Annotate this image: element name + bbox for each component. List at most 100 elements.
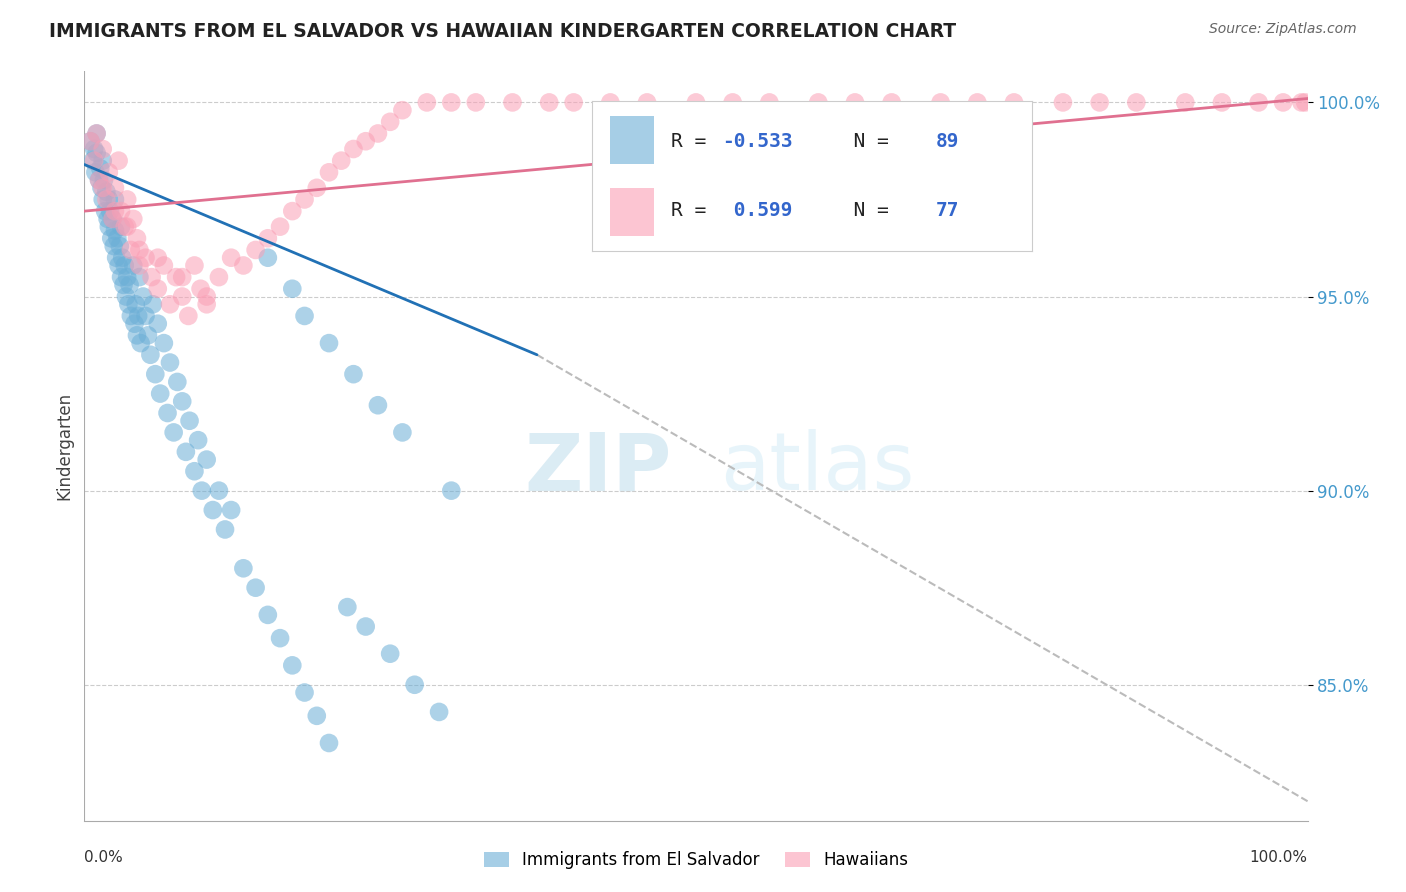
Point — [110, 204, 132, 219]
Point — [122, 211, 145, 226]
Point — [146, 282, 169, 296]
Point — [104, 223, 127, 237]
Point — [219, 251, 242, 265]
Point — [112, 277, 135, 292]
Point — [128, 270, 150, 285]
Point — [135, 251, 157, 265]
Point — [97, 219, 120, 234]
Point — [83, 142, 105, 156]
Point — [105, 251, 128, 265]
Point — [91, 181, 114, 195]
Point — [128, 259, 150, 273]
Point — [195, 297, 218, 311]
Point — [330, 153, 353, 168]
Point — [342, 142, 364, 156]
Point — [125, 328, 148, 343]
Point — [96, 185, 118, 199]
Point — [1002, 95, 1025, 110]
Point — [172, 270, 194, 285]
Point — [440, 95, 463, 110]
Point — [281, 204, 304, 219]
Point — [538, 95, 561, 110]
Point — [281, 282, 304, 296]
Point — [1211, 95, 1233, 110]
Point — [87, 173, 110, 187]
Point — [114, 259, 136, 273]
Point — [721, 95, 744, 110]
Point — [89, 161, 111, 176]
Point — [156, 406, 179, 420]
Point — [195, 289, 218, 303]
Point — [636, 95, 658, 110]
Point — [183, 259, 205, 273]
Point — [118, 277, 141, 292]
Point — [440, 483, 463, 498]
Point — [91, 193, 114, 207]
Point — [318, 165, 340, 179]
Point — [380, 115, 402, 129]
Point — [125, 297, 148, 311]
Point — [110, 219, 132, 234]
Point — [281, 658, 304, 673]
Point — [149, 386, 172, 401]
Point — [404, 678, 426, 692]
Point — [100, 231, 122, 245]
Point — [1088, 95, 1111, 110]
Point — [208, 483, 231, 498]
Point — [86, 145, 108, 160]
Point — [427, 705, 450, 719]
Point — [464, 95, 486, 110]
Point — [115, 193, 138, 207]
Point — [97, 211, 120, 226]
Point — [105, 231, 128, 245]
Point — [104, 181, 127, 195]
Point — [107, 259, 129, 273]
Point — [245, 581, 267, 595]
Point — [125, 231, 148, 245]
Point — [294, 309, 316, 323]
Point — [129, 336, 152, 351]
Text: ZIP: ZIP — [524, 429, 672, 508]
Point — [416, 95, 439, 110]
Point — [257, 251, 280, 265]
Point — [172, 289, 194, 303]
Point — [219, 503, 242, 517]
Text: IMMIGRANTS FROM EL SALVADOR VS HAWAIIAN KINDERGARTEN CORRELATION CHART: IMMIGRANTS FROM EL SALVADOR VS HAWAIIAN … — [49, 22, 956, 41]
Point — [87, 173, 110, 187]
Point — [153, 259, 176, 273]
Point — [183, 464, 205, 478]
Point — [108, 239, 131, 253]
Point — [1291, 95, 1313, 110]
Point — [114, 219, 136, 234]
Point — [97, 165, 120, 179]
Point — [120, 243, 142, 257]
Point — [1294, 95, 1316, 110]
Point — [139, 348, 162, 362]
Point — [502, 95, 524, 110]
Point — [142, 297, 165, 311]
Point — [163, 425, 186, 440]
Point — [269, 631, 291, 645]
Point — [1125, 95, 1147, 110]
Point — [1247, 95, 1270, 110]
Point — [245, 243, 267, 257]
Point — [104, 204, 127, 219]
Point — [318, 336, 340, 351]
Text: 0.0%: 0.0% — [84, 850, 124, 865]
Point — [79, 134, 101, 148]
Point — [115, 289, 138, 303]
Text: Source: ZipAtlas.com: Source: ZipAtlas.com — [1209, 22, 1357, 37]
Point — [966, 95, 988, 110]
Point — [117, 297, 139, 311]
Point — [98, 204, 121, 219]
Y-axis label: Kindergarten: Kindergarten — [55, 392, 73, 500]
Point — [84, 165, 107, 179]
Point — [257, 231, 280, 245]
Point — [90, 181, 112, 195]
Point — [179, 414, 201, 428]
Point — [93, 173, 115, 187]
Point — [153, 336, 176, 351]
Point — [599, 95, 621, 110]
Point — [367, 127, 389, 141]
Point — [190, 282, 212, 296]
